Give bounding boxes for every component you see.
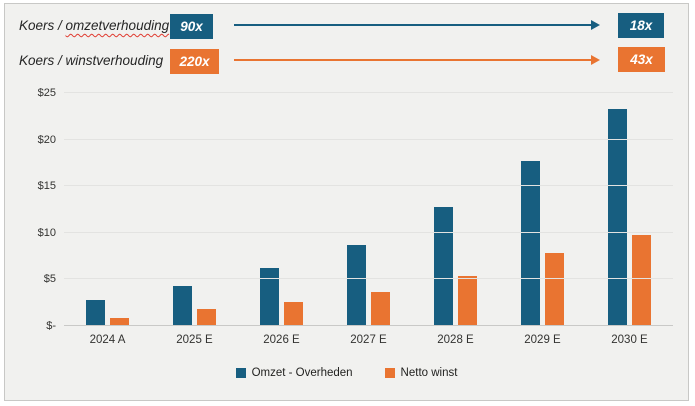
y-tick-label: $20	[37, 133, 56, 146]
bar-group-2026-e	[238, 93, 325, 326]
bar-netto-winst-2024-a	[110, 317, 129, 326]
bar-group-2027-e	[325, 93, 412, 326]
bar-group-2028-e	[412, 93, 499, 326]
y-tick-label: $25	[37, 87, 56, 99]
start-multiple-badge-sales: 90x	[170, 14, 213, 39]
bars-layer	[64, 93, 673, 326]
bar-group-2029-e	[499, 93, 586, 326]
legend-label: Netto winst	[400, 367, 458, 379]
bar-netto-winst-2025-e	[197, 309, 216, 326]
metric-label-price-to-earnings: Koers / winstverhouding	[19, 49, 163, 73]
y-tick-label: $-	[46, 320, 56, 332]
y-tick-label: $5	[43, 273, 56, 286]
y-axis: $- $5 $10 $15 $20 $25	[5, 87, 56, 332]
x-tick-label: 2025 E	[176, 334, 213, 346]
y-gridline	[64, 138, 673, 140]
legend-item-netto-winst: Netto winst	[384, 367, 458, 379]
x-tick-label: 2030 E	[611, 334, 648, 346]
bar-group-2030-e	[586, 93, 673, 326]
metric-label-term: omzetverhouding	[65, 18, 170, 33]
legend: Omzet - Overheden Netto winst	[5, 367, 688, 379]
end-multiple-badge-earnings: 43x	[618, 47, 665, 72]
right-arrow-icon	[234, 55, 600, 65]
y-gridline	[64, 231, 673, 233]
bar-omzet-overheden-2029-e	[521, 161, 540, 326]
x-tick-label: 2029 E	[524, 334, 561, 346]
y-tick-label: $10	[37, 226, 56, 239]
bar-netto-winst-2028-e	[458, 275, 477, 326]
metric-label-prefix: Koers /	[19, 18, 66, 33]
plot-area	[64, 92, 673, 326]
end-multiple-badge-sales: 18x	[618, 13, 664, 38]
bar-omzet-overheden-2025-e	[173, 285, 192, 326]
bar-group-2024-a	[64, 93, 151, 326]
metric-label-prefix: Koers /	[19, 53, 66, 68]
legend-swatch-icon	[235, 368, 246, 378]
x-tick-label: 2028 E	[437, 334, 474, 346]
bar-netto-winst-2027-e	[371, 292, 390, 326]
bar-netto-winst-2029-e	[545, 253, 564, 326]
bar-omzet-overheden-2028-e	[434, 206, 453, 326]
x-tick-label: 2026 E	[263, 334, 300, 346]
metric-label-price-to-sales: Koers / omzetverhouding	[19, 14, 169, 38]
x-axis-line	[64, 325, 673, 326]
x-tick-label: 2024 A	[89, 334, 126, 346]
right-arrow-icon	[234, 20, 600, 30]
start-multiple-badge-earnings: 220x	[170, 49, 219, 74]
x-tick-label: 2027 E	[350, 334, 387, 346]
bar-netto-winst-2026-e	[284, 301, 303, 326]
metric-label-term: winstverhouding	[65, 53, 164, 68]
x-axis: 2024 A 2025 E 2026 E 2027 E 2028 E 2029 E 2030…	[64, 334, 673, 346]
legend-swatch-icon	[384, 368, 395, 378]
bar-omzet-overheden-2026-e	[260, 268, 279, 326]
y-gridline	[64, 278, 673, 280]
y-gridline	[64, 92, 673, 93]
legend-item-omzet-overheden: Omzet - Overheden	[235, 367, 353, 379]
legend-label: Omzet - Overheden	[251, 367, 353, 379]
bar-group-2025-e	[151, 93, 238, 326]
y-tick-label: $15	[37, 180, 56, 193]
bar-omzet-overheden-2027-e	[347, 244, 366, 326]
chart-panel: Koers / omzetverhouding 90x 18x Koers / …	[4, 3, 689, 401]
bar-omzet-overheden-2030-e	[608, 108, 627, 326]
y-gridline	[64, 185, 673, 187]
bar-netto-winst-2030-e	[632, 234, 651, 326]
bar-omzet-overheden-2024-a	[86, 299, 105, 326]
